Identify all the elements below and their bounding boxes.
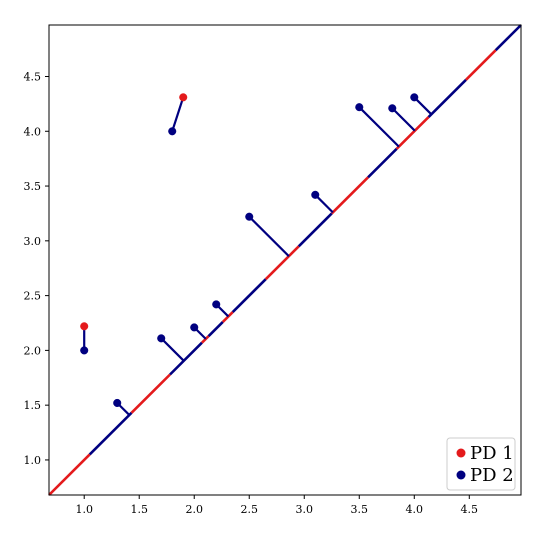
- matching-line-8: [358, 106, 400, 148]
- point-pd2-4: [190, 323, 199, 332]
- diagonal-segment-9: [297, 212, 333, 248]
- x-tick-label-7: 4.5: [461, 503, 479, 516]
- diagonal-segment-15: [494, 24, 522, 52]
- y-tick-label-3: 2.5: [24, 290, 42, 303]
- matching-lines: [83, 96, 433, 416]
- point-pd2-1: [168, 127, 177, 136]
- diagonal-segment-5: [207, 320, 224, 338]
- point-pd2-8: [355, 103, 364, 112]
- diagonal-segment-1: [88, 411, 133, 456]
- diagonal-segment-8: [264, 245, 300, 281]
- y-tick-label-7: 4.5: [24, 70, 42, 83]
- point-pd1-1: [179, 93, 188, 102]
- diagonal-segment-13: [427, 78, 467, 118]
- legend-marker-pd2: [456, 470, 466, 480]
- diagonal-line: [48, 24, 522, 496]
- point-pd2-0: [80, 346, 89, 355]
- y-tick-label-6: 4.0: [24, 125, 42, 138]
- point-pd2-5: [212, 300, 221, 309]
- legend-marker-pd1: [456, 448, 466, 458]
- x-tick-label-4: 3.0: [296, 503, 314, 516]
- diagonal-segment-3: [169, 341, 203, 376]
- x-axis-ticks: 1.0 1.5 2.0 2.5 3.0 3.5 4.0 4.5: [75, 495, 478, 516]
- matching-line-3: [160, 337, 185, 362]
- diagonal-segment-14: [465, 49, 497, 81]
- y-tick-label-4: 3.0: [24, 235, 42, 248]
- x-tick-label-1: 1.5: [130, 503, 148, 516]
- matching-line-6: [248, 215, 290, 257]
- plot-frame: [48, 24, 522, 496]
- x-tick-label-0: 1.0: [75, 503, 93, 516]
- data-points: [80, 93, 419, 408]
- x-tick-label-6: 4.0: [406, 503, 424, 516]
- matching-line-7: [314, 194, 334, 214]
- point-pd2-7: [311, 190, 320, 199]
- point-pd2-6: [245, 212, 254, 221]
- point-pd2-2: [113, 398, 122, 408]
- point-pd1-0: [80, 322, 89, 331]
- diagonal-segment-7: [231, 278, 267, 313]
- diagonal-segment-0: [48, 453, 91, 496]
- matching-line-1: [171, 96, 185, 132]
- y-tick-label-5: 3.5: [24, 180, 42, 193]
- matching-line-9: [391, 107, 416, 132]
- diagonal-segment-12: [395, 116, 430, 150]
- legend: PD 1 PD 2: [446, 437, 516, 491]
- legend-label-pd1: PD 1: [470, 443, 514, 464]
- diagonal-segment-11: [367, 147, 398, 179]
- point-pd2-9: [388, 104, 397, 113]
- point-pd2-10: [410, 93, 419, 102]
- diagonal-segment-10: [330, 176, 369, 215]
- legend-label-pd2: PD 2: [470, 465, 514, 486]
- x-tick-label-5: 3.5: [351, 503, 369, 516]
- x-tick-label-3: 2.5: [240, 503, 258, 516]
- point-pd2-3: [157, 334, 166, 343]
- x-tick-label-2: 2.0: [185, 503, 203, 516]
- y-tick-label-0: 1.0: [24, 454, 42, 467]
- y-axis-ticks: 1.0 1.5 2.0 2.5 3.0 3.5 4.0 4.5: [24, 70, 49, 467]
- y-tick-label-1: 1.5: [24, 399, 42, 412]
- y-tick-label-2: 2.0: [24, 344, 42, 357]
- diagonal-segment-2: [130, 373, 171, 414]
